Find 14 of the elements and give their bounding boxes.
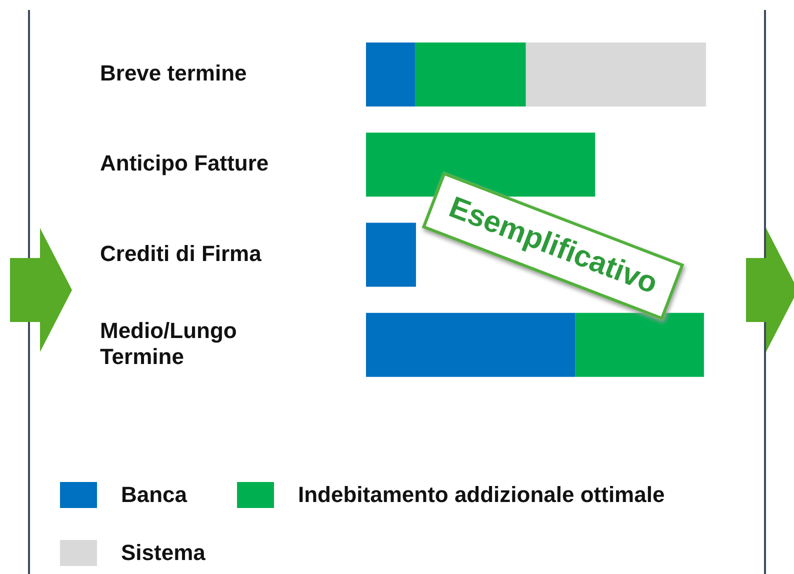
bar xyxy=(575,312,704,377)
bar xyxy=(366,312,576,377)
y-tick-label: Crediti di Firma xyxy=(100,240,262,266)
bar xyxy=(526,42,706,106)
legend-label: Banca xyxy=(121,482,188,508)
legend-label: Sistema xyxy=(121,540,206,566)
bar xyxy=(366,42,415,106)
bar xyxy=(366,132,596,197)
y-tick-label: Medio/Lungo Termine xyxy=(100,318,237,370)
y-tick-label: Breve termine xyxy=(100,60,247,86)
bar xyxy=(366,222,416,287)
legend-label: Indebitamento addizionale ottimale xyxy=(298,482,665,508)
bar xyxy=(414,42,526,106)
y-tick-label: Anticipo Fatture xyxy=(100,150,269,176)
